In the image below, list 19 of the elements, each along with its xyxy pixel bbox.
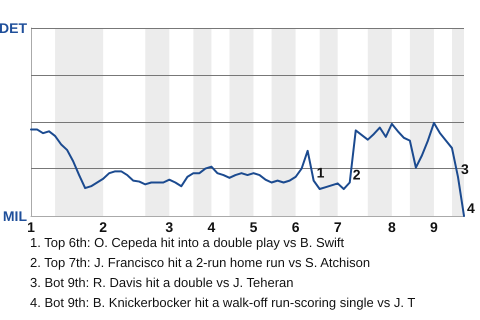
text: 1. Top 6th: O. Cepeda hit into a double play vs B. Swift xyxy=(30,235,344,250)
text: MIL xyxy=(2,208,28,224)
annotation: 3 xyxy=(460,160,469,177)
text: 3. Bot 9th: R. Davis hit a double vs J. Teheran xyxy=(30,275,294,290)
text: 4 xyxy=(467,200,475,216)
x-tick-label: 8 xyxy=(388,219,396,235)
annotation: 2 xyxy=(352,166,361,182)
x-tick-label: 7 xyxy=(334,219,342,235)
x-tick-label: 6 xyxy=(292,219,300,235)
x-tick-label: 9 xyxy=(430,219,438,235)
text: DET xyxy=(0,20,28,36)
text: 4. Bot 9th: B. Knickerbocker hit a walk-off run-scoring single vs J. T xyxy=(30,295,416,310)
x-tick-label: 2 xyxy=(99,219,108,235)
x-tick-label: 1 xyxy=(27,219,36,235)
x-tick-label: 5 xyxy=(250,219,258,235)
x-tick-label: 3 xyxy=(165,219,174,235)
annotation: 1 xyxy=(316,164,325,181)
x-tick-label: 4 xyxy=(208,219,216,235)
text: 2. Top 7th: J. Francisco hit a 2-run home run vs S. Atchison xyxy=(30,255,370,270)
